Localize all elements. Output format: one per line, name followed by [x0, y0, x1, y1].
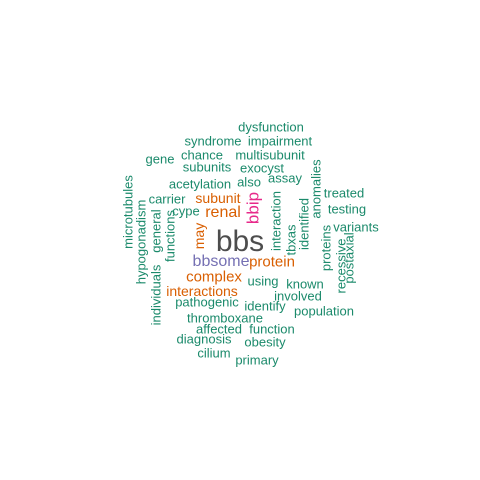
word-impairment: impairment — [247, 133, 313, 149]
word-acetylation: acetylation — [168, 176, 232, 192]
word-assay: assay — [268, 170, 302, 186]
word-dysfunction: dysfunction — [238, 119, 304, 135]
word-hypogonadism: hypogonadism — [133, 199, 149, 285]
word-obesity: obesity — [244, 334, 286, 350]
word-subunit: subunit — [195, 190, 241, 206]
word-cype: cype — [172, 203, 200, 219]
word-subunits: subunits — [182, 159, 232, 175]
word-may: may — [191, 222, 207, 250]
word-syndrome: syndrome — [184, 133, 242, 149]
word-affected: affected — [195, 321, 243, 337]
word-also: also — [237, 174, 261, 190]
word-bbip: bbip — [243, 191, 263, 225]
word-pathogenic: pathogenic — [175, 294, 239, 310]
word-postaxial: postaxial — [341, 232, 357, 284]
word-variants: variants — [333, 219, 379, 235]
word-bbsome: bbsome — [192, 253, 250, 270]
word-cilium: cilium — [197, 345, 231, 361]
word-function: function — [249, 321, 295, 337]
word-diagnosis: diagnosis — [176, 331, 232, 347]
word-chance: chance — [181, 147, 223, 163]
word-anomalies: anomalies — [308, 159, 324, 219]
word-exocyst: exocyst — [239, 160, 285, 176]
word-using: using — [247, 273, 279, 289]
word-identify: identify — [244, 298, 286, 314]
word-population: population — [294, 303, 354, 319]
word-protein: protein — [249, 253, 295, 271]
word-treated: treated — [323, 185, 365, 201]
word-known: known — [286, 276, 324, 292]
word-general: general — [148, 209, 164, 253]
word-individuals: individuals — [148, 264, 164, 326]
word-gene: gene — [145, 151, 175, 167]
word-interactions: interactions — [166, 283, 238, 299]
word-proteins: proteins — [318, 224, 334, 272]
word-testing: testing — [327, 201, 367, 217]
word-renal: renal — [205, 204, 241, 221]
word-carrier: carrier — [148, 191, 186, 207]
word-multisubunit: multisubunit — [235, 147, 305, 163]
word-primary: primary — [235, 352, 279, 368]
word-thromboxane: thromboxane — [187, 310, 263, 326]
word-complex: complex — [186, 268, 242, 286]
word-interaction: interaction — [268, 191, 284, 251]
word-bbs: bbs — [215, 225, 265, 258]
word-functions: functions — [162, 209, 178, 263]
word-involved: involved — [274, 288, 322, 304]
